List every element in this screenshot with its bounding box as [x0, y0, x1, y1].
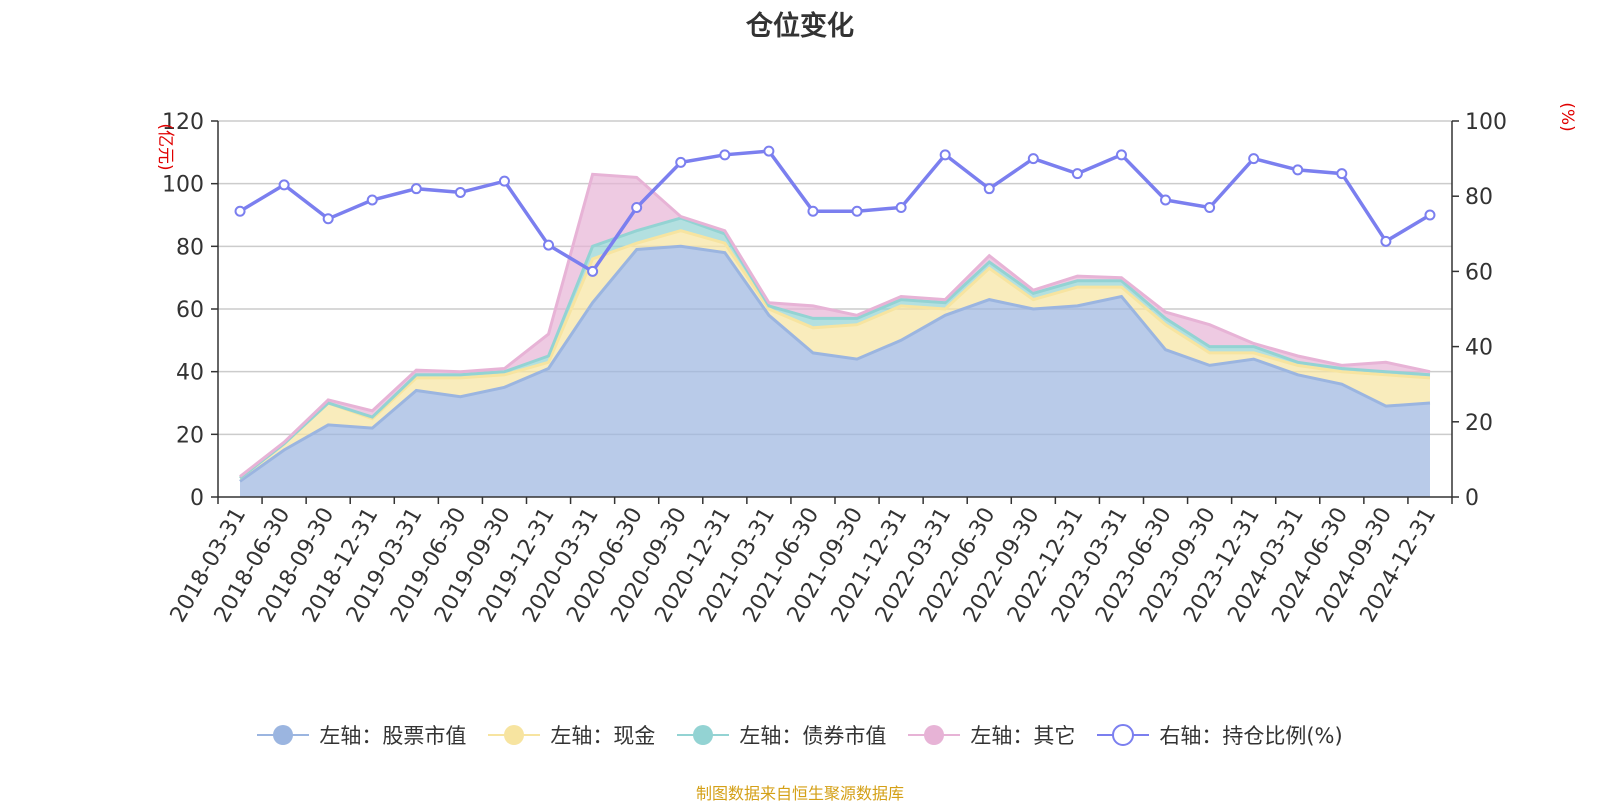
- stacked-areas: [239, 172, 1431, 497]
- ratio-point: [851, 205, 863, 217]
- legend-symbol-icon: [1097, 724, 1150, 746]
- ratio-point: [895, 201, 907, 213]
- right-tick-label: 60: [1465, 260, 1493, 285]
- left-tick-label: 100: [162, 173, 204, 198]
- area-左轴：股票市值: [240, 246, 1430, 497]
- legend: 左轴：股票市值 左轴：现金 左轴：债券市值 左轴：其它 右轴：持仓比例(%): [0, 720, 1600, 750]
- area-左轴：其它: [240, 174, 1430, 479]
- ratio-line: [239, 149, 1431, 274]
- area-edge-左轴：股票市值: [239, 244, 1431, 483]
- legend-symbol-icon: [908, 725, 961, 745]
- ratio-line-series: [234, 145, 1436, 277]
- legend-symbol-icon: [257, 725, 310, 745]
- ratio-point: [807, 205, 819, 217]
- ratio-point: [1071, 168, 1083, 180]
- area-edge-左轴：现金: [239, 229, 1431, 480]
- source-note: 制图数据来自恒生聚源数据库: [695, 784, 904, 803]
- legend-label: 右轴：持仓比例(%): [1159, 724, 1343, 748]
- left-tick-label: 40: [176, 361, 204, 386]
- legend-item[interactable]: 右轴：持仓比例(%): [1097, 720, 1343, 750]
- ratio-point: [1027, 153, 1039, 165]
- ratio-point: [366, 194, 378, 206]
- left-tick-label: 20: [176, 423, 204, 448]
- left-tick-label: 0: [190, 486, 204, 511]
- ratio-point: [1248, 153, 1260, 165]
- right-tick-label: 0: [1465, 486, 1479, 511]
- right-tick-label: 20: [1465, 411, 1493, 436]
- left-tick-label: 120: [162, 110, 204, 135]
- ratio-point: [278, 179, 290, 191]
- ratio-point: [454, 186, 466, 198]
- legend-label: 左轴：现金: [550, 724, 656, 748]
- right-tick-label: 40: [1465, 336, 1493, 361]
- left-tick-label: 60: [176, 298, 204, 323]
- area-edge-左轴：债券市值: [239, 216, 1431, 480]
- ratio-point: [1292, 164, 1304, 176]
- ratio-point: [587, 265, 599, 277]
- legend-label: 左轴：股票市值: [319, 724, 467, 748]
- legend-symbol-icon: [677, 725, 730, 745]
- left-axis-label: (亿元): [155, 123, 175, 170]
- ratio-point: [719, 149, 731, 161]
- legend-label: 左轴：其它: [970, 724, 1076, 748]
- left-tick-label: 80: [176, 235, 204, 260]
- axes: [211, 120, 1459, 504]
- legend-item[interactable]: 左轴：其它: [908, 720, 1075, 750]
- ratio-point: [543, 239, 555, 251]
- ratio-point: [675, 156, 687, 168]
- ratio-point: [498, 175, 510, 187]
- ratio-point: [1160, 194, 1172, 206]
- ratio-point: [1204, 201, 1216, 213]
- ratio-point: [983, 183, 995, 195]
- chart-title: 仓位变化: [746, 11, 854, 42]
- ratio-point: [1336, 168, 1348, 180]
- ratio-point: [1115, 149, 1127, 161]
- legend-label: 左轴：债券市值: [739, 724, 887, 748]
- ratio-point: [763, 145, 775, 157]
- ratio-point: [631, 201, 643, 213]
- ratio-point: [1380, 235, 1392, 247]
- ratio-point: [1424, 209, 1436, 221]
- right-tick-label: 100: [1465, 110, 1507, 135]
- legend-item[interactable]: 左轴：债券市值: [677, 720, 886, 750]
- area-edge-左轴：其它: [239, 172, 1431, 478]
- ratio-point: [410, 183, 422, 195]
- legend-symbol-icon: [488, 725, 541, 745]
- legend-item[interactable]: 左轴：现金: [488, 720, 655, 750]
- right-tick-label: 80: [1465, 185, 1493, 210]
- legend-item[interactable]: 左轴：股票市值: [257, 720, 466, 750]
- right-axis-label: (%): [1557, 102, 1577, 131]
- ratio-point: [939, 149, 951, 161]
- ratio-point: [234, 205, 246, 217]
- ratio-point: [322, 213, 334, 225]
